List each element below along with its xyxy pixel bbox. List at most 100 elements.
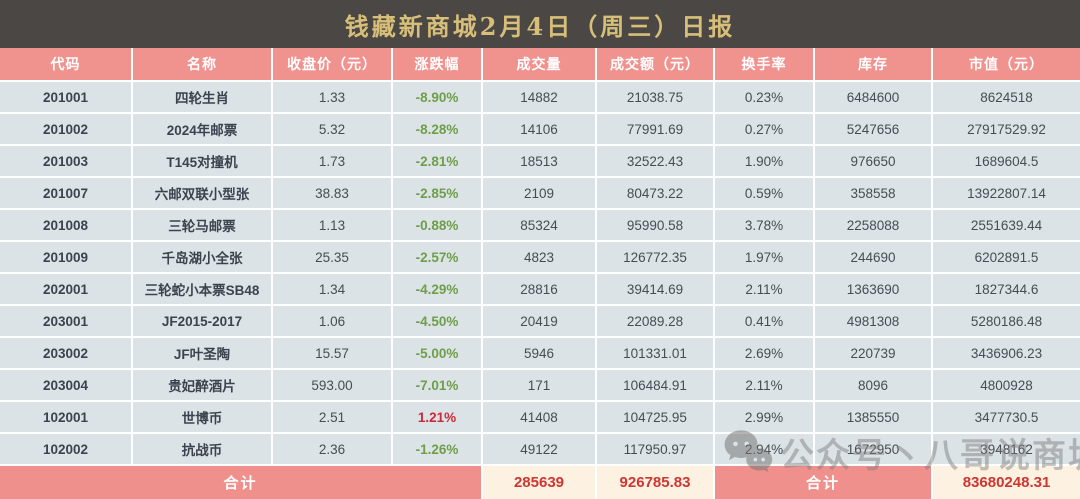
cell-turnover: 126772.35 — [597, 242, 715, 272]
cell-change: -5.00% — [393, 338, 483, 368]
col-header-code: 代码 — [0, 48, 133, 80]
cell-turnover: 32522.43 — [597, 146, 715, 176]
cell-close-price: 593.00 — [273, 370, 393, 400]
cell-volume: 85324 — [483, 210, 597, 240]
table-row: 203001 JF2015-2017 1.06 -4.50% 20419 220… — [0, 306, 1080, 338]
cell-code: 203004 — [0, 370, 133, 400]
cell-volume: 14106 — [483, 114, 597, 144]
table-row: 201008 三轮马邮票 1.13 -0.88% 85324 95990.58 … — [0, 210, 1080, 242]
cell-name: JF2015-2017 — [133, 306, 273, 336]
cell-turnover-rate: 0.59% — [715, 178, 815, 208]
footer-total-label-right: 合计 — [715, 466, 933, 499]
cell-code: 201002 — [0, 114, 133, 144]
cell-code: 202001 — [0, 274, 133, 304]
cell-turnover: 80473.22 — [597, 178, 715, 208]
col-header-turnover: 成交额（元） — [597, 48, 715, 80]
report-table: 代码 名称 收盘价（元） 涨跌幅 成交量 成交额（元） 换手率 库存 市值（元）… — [0, 48, 1080, 499]
cell-stock: 1672950 — [815, 434, 933, 464]
cell-name: T145对撞机 — [133, 146, 273, 176]
cell-change: -4.29% — [393, 274, 483, 304]
cell-name: 千岛湖小全张 — [133, 242, 273, 272]
cell-stock: 4981308 — [815, 306, 933, 336]
cell-marketcap: 13922807.14 — [933, 178, 1080, 208]
col-header-change: 涨跌幅 — [393, 48, 483, 80]
table-row: 102001 世博币 2.51 1.21% 41408 104725.95 2.… — [0, 402, 1080, 434]
col-header-marketcap: 市值（元） — [933, 48, 1080, 80]
footer-turnover-total: 926785.83 — [597, 466, 715, 499]
cell-volume: 2109 — [483, 178, 597, 208]
cell-close-price: 25.35 — [273, 242, 393, 272]
cell-volume: 14882 — [483, 82, 597, 112]
cell-code: 102002 — [0, 434, 133, 464]
cell-turnover-rate: 0.23% — [715, 82, 815, 112]
col-header-volume: 成交量 — [483, 48, 597, 80]
cell-stock: 244690 — [815, 242, 933, 272]
cell-code: 203002 — [0, 338, 133, 368]
cell-marketcap: 27917529.92 — [933, 114, 1080, 144]
footer-marketcap-total: 83680248.31 — [933, 466, 1080, 499]
cell-volume: 20419 — [483, 306, 597, 336]
cell-change: -2.81% — [393, 146, 483, 176]
cell-volume: 4823 — [483, 242, 597, 272]
col-header-stock: 库存 — [815, 48, 933, 80]
cell-marketcap: 1827344.6 — [933, 274, 1080, 304]
cell-stock: 220739 — [815, 338, 933, 368]
cell-name: 贵妃醉酒片 — [133, 370, 273, 400]
table-row: 201007 六邮双联小型张 38.83 -2.85% 2109 80473.2… — [0, 178, 1080, 210]
cell-turnover: 21038.75 — [597, 82, 715, 112]
table-row: 201002 2024年邮票 5.32 -8.28% 14106 77991.6… — [0, 114, 1080, 146]
cell-marketcap: 2551639.44 — [933, 210, 1080, 240]
footer-volume-total: 285639 — [483, 466, 597, 499]
cell-turnover: 106484.91 — [597, 370, 715, 400]
report-title-bar: 钱藏新商城2月4日（周三）日报 — [0, 0, 1080, 48]
cell-code: 201003 — [0, 146, 133, 176]
cell-volume: 18513 — [483, 146, 597, 176]
table-row: 202001 三轮蛇小本票SB48 1.34 -4.29% 28816 3941… — [0, 274, 1080, 306]
cell-volume: 41408 — [483, 402, 597, 432]
cell-name: 六邮双联小型张 — [133, 178, 273, 208]
cell-stock: 8096 — [815, 370, 933, 400]
cell-change: -2.57% — [393, 242, 483, 272]
table-row: 203002 JF叶圣陶 15.57 -5.00% 5946 101331.01… — [0, 338, 1080, 370]
cell-close-price: 5.32 — [273, 114, 393, 144]
cell-volume: 171 — [483, 370, 597, 400]
cell-turnover-rate: 2.99% — [715, 402, 815, 432]
cell-stock: 358558 — [815, 178, 933, 208]
cell-change: -8.90% — [393, 82, 483, 112]
table-row: 201009 千岛湖小全张 25.35 -2.57% 4823 126772.3… — [0, 242, 1080, 274]
cell-change: -4.50% — [393, 306, 483, 336]
col-header-close-price: 收盘价（元） — [273, 48, 393, 80]
cell-code: 201009 — [0, 242, 133, 272]
cell-code: 201001 — [0, 82, 133, 112]
cell-turnover-rate: 2.11% — [715, 370, 815, 400]
cell-close-price: 1.34 — [273, 274, 393, 304]
cell-turnover: 95990.58 — [597, 210, 715, 240]
cell-stock: 2258088 — [815, 210, 933, 240]
cell-stock: 1363690 — [815, 274, 933, 304]
cell-change: -0.88% — [393, 210, 483, 240]
cell-marketcap: 5280186.48 — [933, 306, 1080, 336]
cell-stock: 6484600 — [815, 82, 933, 112]
cell-name: 世博币 — [133, 402, 273, 432]
cell-name: 抗战币 — [133, 434, 273, 464]
cell-stock: 1385550 — [815, 402, 933, 432]
cell-marketcap: 8624518 — [933, 82, 1080, 112]
cell-close-price: 1.06 — [273, 306, 393, 336]
cell-code: 203001 — [0, 306, 133, 336]
table-header-row: 代码 名称 收盘价（元） 涨跌幅 成交量 成交额（元） 换手率 库存 市值（元） — [0, 48, 1080, 82]
cell-marketcap: 3436906.23 — [933, 338, 1080, 368]
cell-marketcap: 4800928 — [933, 370, 1080, 400]
cell-turnover-rate: 2.69% — [715, 338, 815, 368]
cell-close-price: 2.36 — [273, 434, 393, 464]
cell-volume: 28816 — [483, 274, 597, 304]
cell-code: 201008 — [0, 210, 133, 240]
cell-turnover-rate: 2.11% — [715, 274, 815, 304]
cell-change: -1.26% — [393, 434, 483, 464]
cell-change: 1.21% — [393, 402, 483, 432]
cell-stock: 5247656 — [815, 114, 933, 144]
col-header-name: 名称 — [133, 48, 273, 80]
cell-name: 2024年邮票 — [133, 114, 273, 144]
cell-turnover-rate: 0.41% — [715, 306, 815, 336]
cell-turnover: 101331.01 — [597, 338, 715, 368]
